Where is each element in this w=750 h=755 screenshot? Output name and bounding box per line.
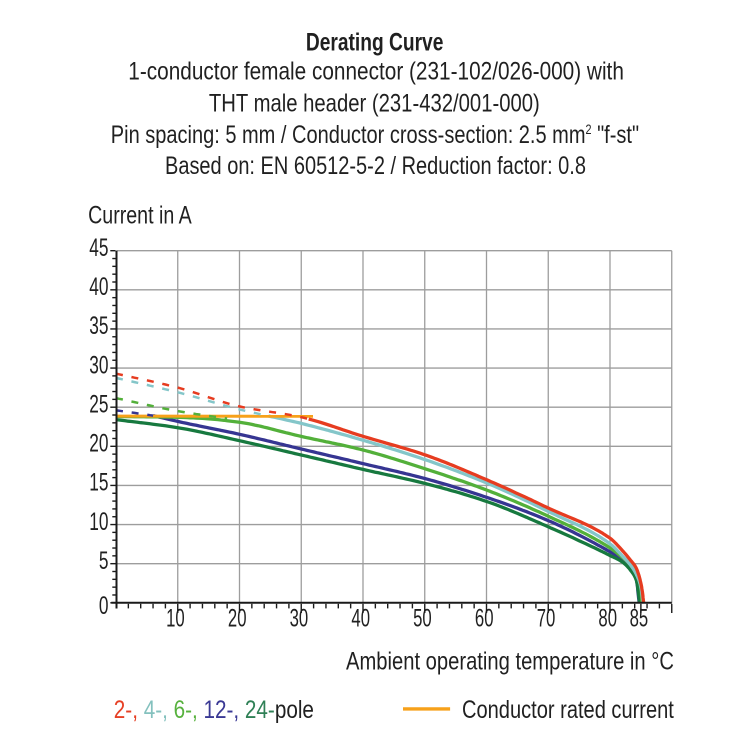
svg-text:20: 20 [228, 604, 247, 632]
svg-text:10: 10 [89, 508, 108, 536]
svg-text:45: 45 [89, 234, 108, 262]
svg-text:0: 0 [99, 592, 109, 620]
svg-text:2-, 4-, 6-, 12-, 24-pole: 2-, 4-, 6-, 12-, 24-pole [114, 695, 314, 723]
svg-text:40: 40 [89, 273, 108, 301]
svg-text:50: 50 [413, 604, 432, 632]
svg-text:THT male header (231-432/001-0: THT male header (231-432/001-000) [209, 88, 540, 117]
svg-text:85: 85 [630, 604, 649, 632]
svg-text:20: 20 [89, 429, 108, 457]
svg-text:Ambient operating temperature: Ambient operating temperature in °C [346, 646, 674, 675]
svg-text:Based on: EN 60512-5-2 / Reduc: Based on: EN 60512-5-2 / Reduction facto… [165, 152, 586, 180]
svg-text:Conductor rated current: Conductor rated current [462, 695, 674, 724]
svg-text:40: 40 [351, 604, 370, 632]
svg-text:5: 5 [99, 547, 109, 575]
svg-text:30: 30 [89, 351, 108, 379]
svg-text:1-conductor female connector (: 1-conductor female connector (231-102/02… [128, 57, 624, 85]
svg-text:15: 15 [89, 468, 108, 496]
svg-text:25: 25 [89, 390, 108, 418]
svg-text:70: 70 [537, 604, 556, 632]
svg-text:80: 80 [598, 604, 617, 632]
svg-text:10: 10 [166, 604, 185, 632]
svg-text:35: 35 [89, 312, 108, 340]
svg-text:60: 60 [475, 604, 494, 632]
svg-text:Pin spacing: 5 mm / Conductor: Pin spacing: 5 mm / Conductor cross-sect… [111, 121, 639, 149]
svg-text:30: 30 [290, 604, 309, 632]
svg-text:Current in A: Current in A [88, 201, 192, 229]
svg-text:Derating Curve: Derating Curve [306, 28, 443, 56]
